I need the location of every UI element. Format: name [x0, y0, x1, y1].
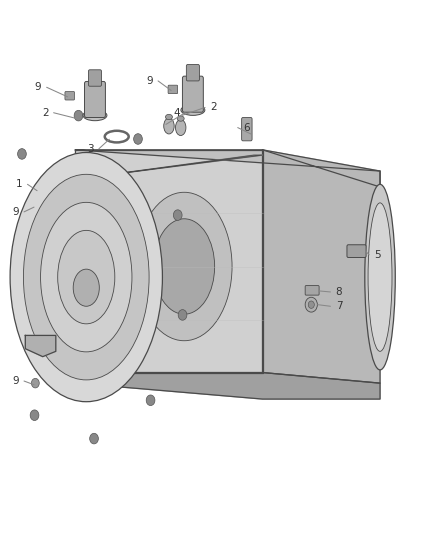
- Polygon shape: [75, 150, 380, 187]
- Ellipse shape: [23, 174, 149, 380]
- Ellipse shape: [83, 110, 107, 120]
- Circle shape: [74, 110, 83, 121]
- Ellipse shape: [10, 152, 162, 402]
- Ellipse shape: [41, 203, 132, 352]
- Circle shape: [18, 149, 26, 159]
- Text: 2: 2: [42, 108, 48, 118]
- FancyBboxPatch shape: [88, 70, 102, 86]
- Circle shape: [178, 310, 187, 320]
- Polygon shape: [262, 150, 380, 383]
- Ellipse shape: [73, 269, 99, 306]
- Text: 9: 9: [146, 76, 153, 86]
- FancyBboxPatch shape: [168, 85, 178, 94]
- Circle shape: [173, 210, 182, 221]
- Text: 9: 9: [12, 376, 19, 386]
- Circle shape: [308, 301, 314, 309]
- Circle shape: [90, 433, 99, 444]
- Text: 1: 1: [16, 179, 22, 189]
- FancyBboxPatch shape: [85, 82, 106, 117]
- Text: 4: 4: [173, 108, 180, 118]
- Ellipse shape: [58, 230, 115, 324]
- Polygon shape: [75, 373, 380, 399]
- Text: 5: 5: [374, 250, 381, 260]
- Circle shape: [146, 395, 155, 406]
- Polygon shape: [75, 150, 262, 373]
- Ellipse shape: [181, 105, 205, 115]
- Circle shape: [32, 378, 39, 388]
- Ellipse shape: [164, 118, 174, 134]
- FancyBboxPatch shape: [305, 286, 319, 295]
- Polygon shape: [97, 155, 262, 176]
- Text: 9: 9: [35, 82, 42, 92]
- Text: 8: 8: [336, 287, 342, 297]
- Ellipse shape: [365, 184, 395, 370]
- Text: 6: 6: [243, 123, 250, 133]
- FancyBboxPatch shape: [65, 92, 74, 100]
- Text: 9: 9: [12, 207, 19, 217]
- Text: 7: 7: [336, 301, 342, 311]
- Ellipse shape: [177, 116, 184, 121]
- Ellipse shape: [154, 219, 215, 314]
- Circle shape: [305, 297, 318, 312]
- Circle shape: [30, 410, 39, 421]
- Ellipse shape: [166, 114, 173, 119]
- Ellipse shape: [368, 203, 392, 351]
- Ellipse shape: [176, 119, 186, 135]
- FancyBboxPatch shape: [242, 117, 252, 141]
- FancyBboxPatch shape: [347, 245, 366, 257]
- Circle shape: [134, 134, 142, 144]
- Ellipse shape: [136, 192, 232, 341]
- Polygon shape: [25, 335, 56, 357]
- Text: 3: 3: [87, 144, 94, 154]
- FancyBboxPatch shape: [183, 76, 203, 112]
- Text: 2: 2: [210, 102, 217, 112]
- FancyBboxPatch shape: [186, 64, 199, 81]
